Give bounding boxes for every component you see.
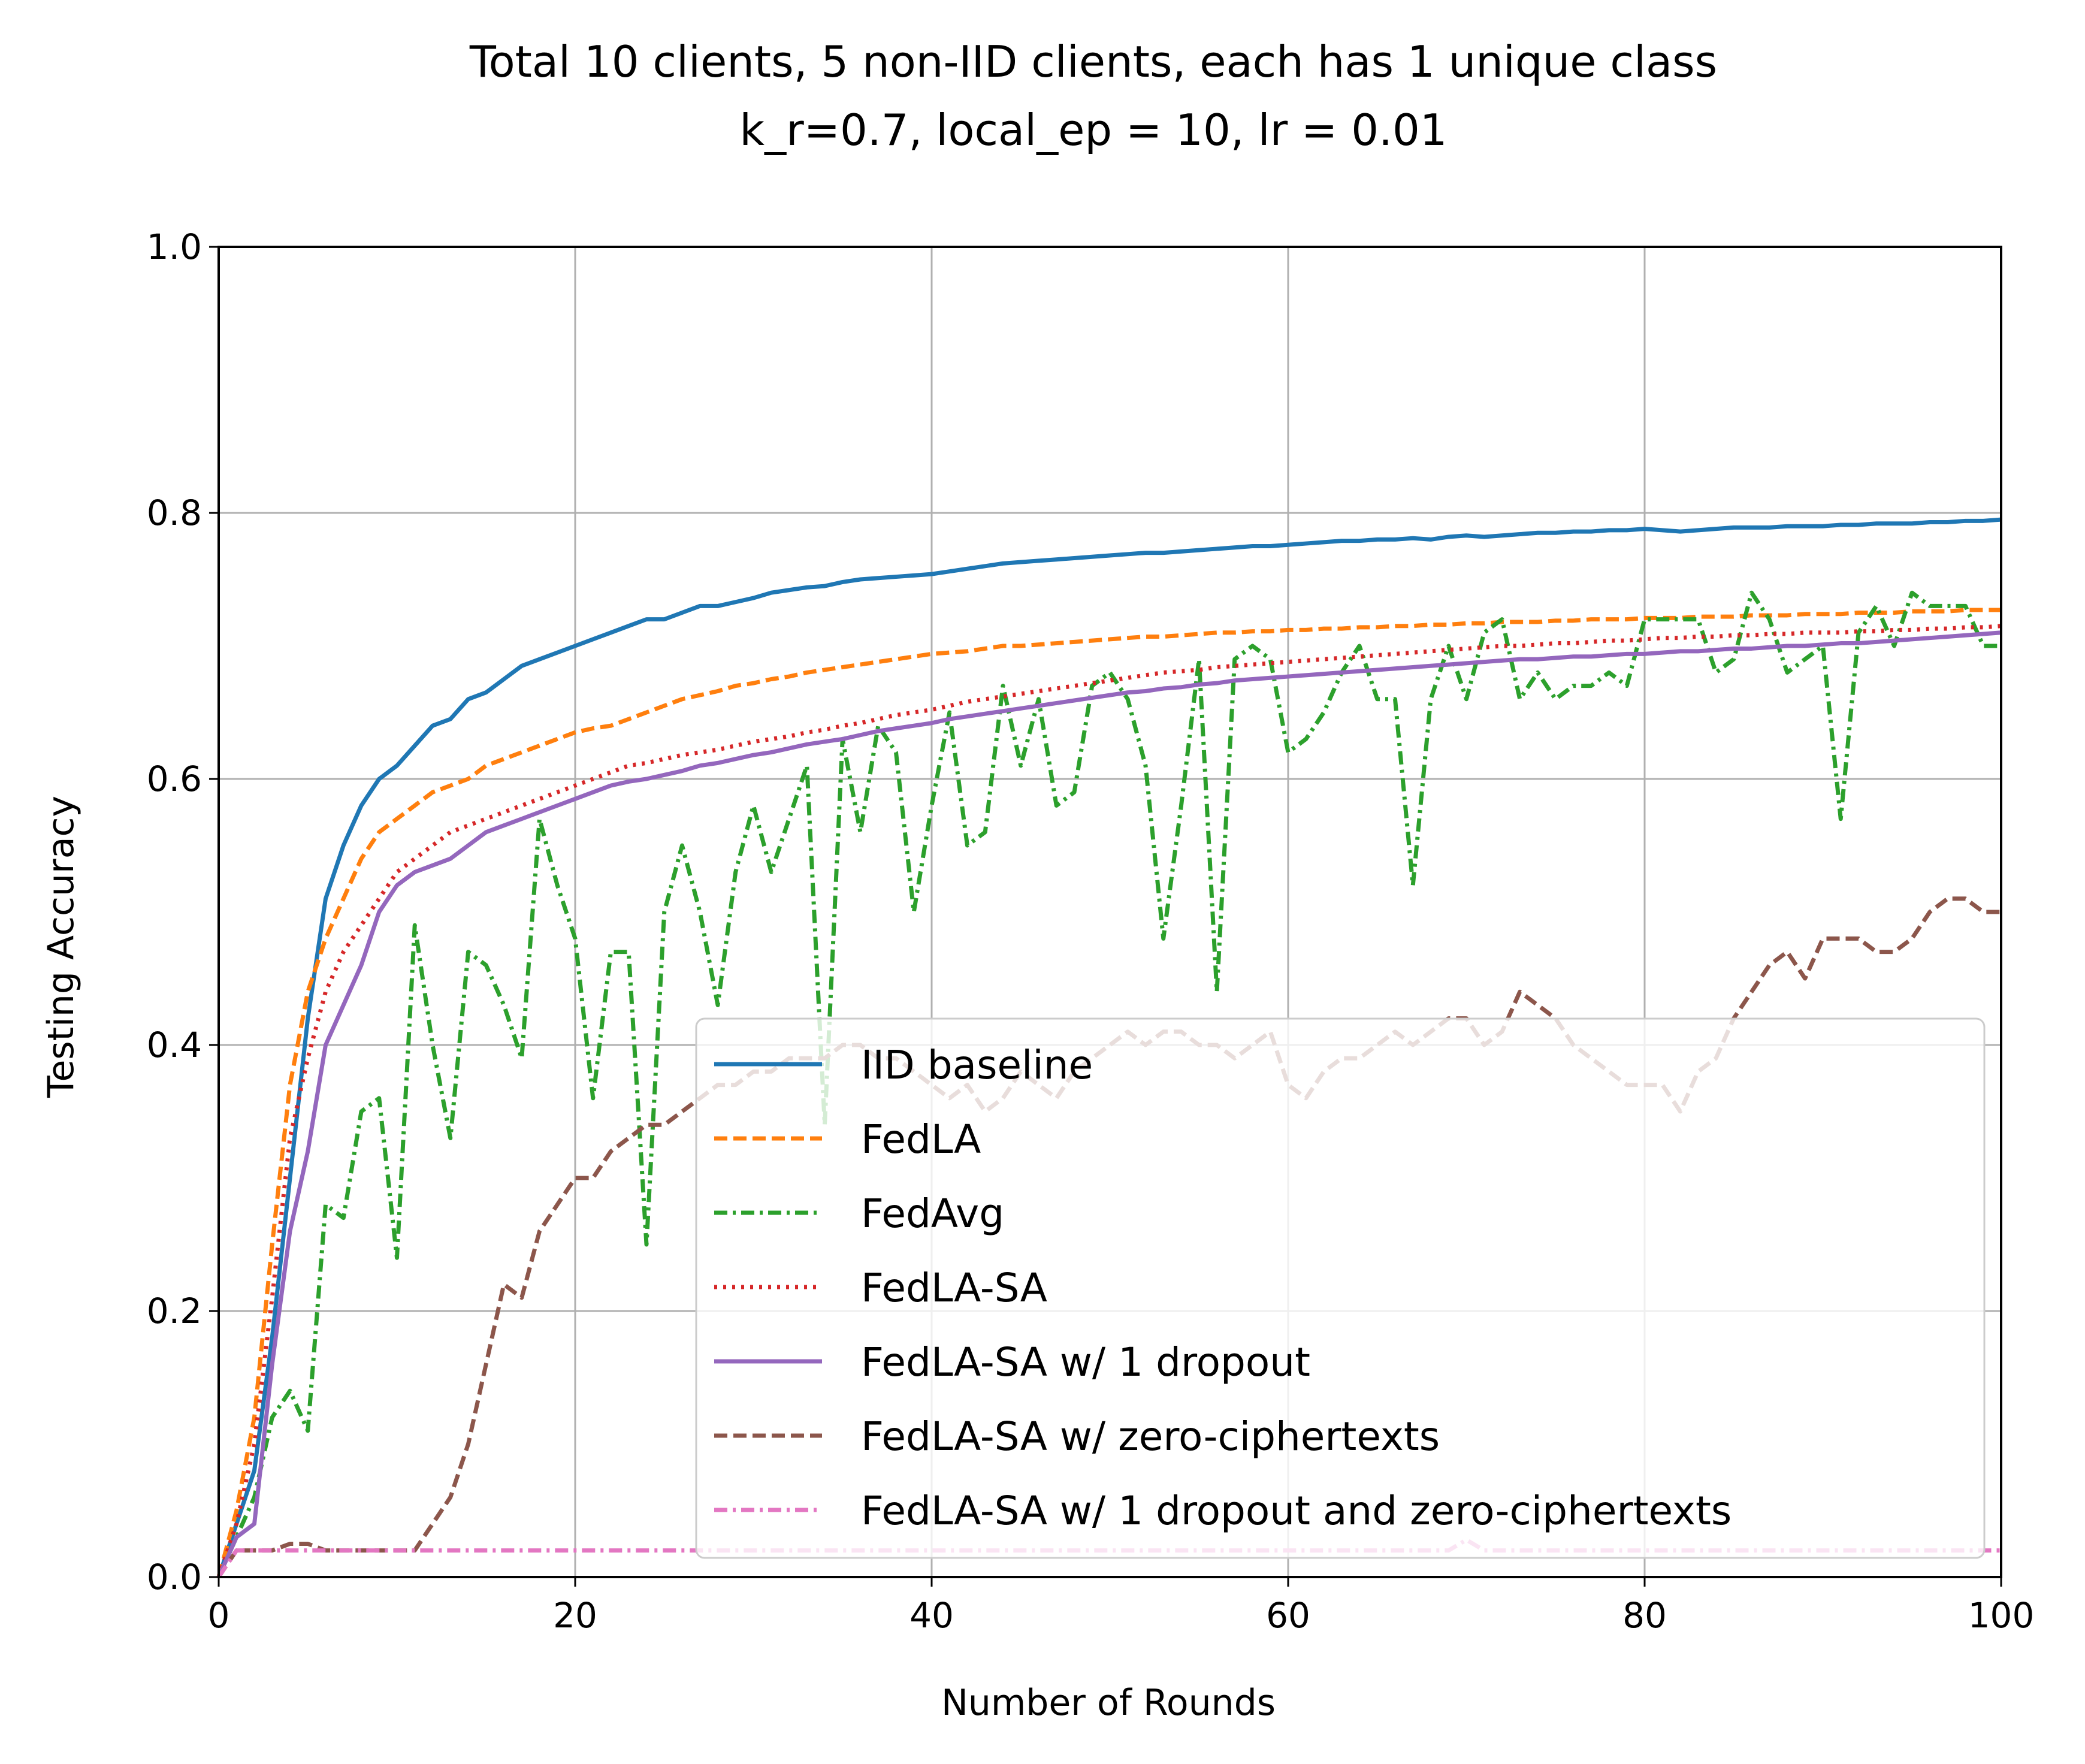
legend-entry: FedLA-SA (861, 1265, 1047, 1311)
legend-entry: FedLA-SA w/ 1 dropout and zero-ciphertex… (861, 1488, 1732, 1534)
series-lines (216, 517, 2002, 1578)
y-tick-label: 0.2 (147, 1291, 202, 1331)
legend-entry: IID baseline (861, 1042, 1093, 1088)
series-line-4 (216, 624, 2002, 1578)
legend-entry: FedLA-SA w/ zero-ciphertexts (861, 1413, 1440, 1460)
legend-box (695, 1017, 1986, 1559)
x-axis-label: Number of Rounds (941, 1682, 1276, 1724)
legend-entry: FedLA (861, 1116, 981, 1162)
x-tick-label: 40 (909, 1595, 954, 1636)
x-tick-label: 100 (1968, 1595, 2035, 1636)
y-tick-label: 0.0 (147, 1557, 202, 1597)
y-tick-label: 1.0 (147, 226, 202, 267)
x-tick-label: 80 (1622, 1595, 1667, 1636)
axis-ticks: 0 20 40 60 80 100 0.0 0.2 0.4 0.6 0.8 1.0 (147, 226, 2035, 1636)
y-tick-label: 0.8 (147, 493, 202, 533)
y-tick-label: 0.4 (147, 1025, 202, 1065)
x-tick-label: 0 (208, 1595, 230, 1636)
y-tick-label: 0.6 (147, 759, 202, 799)
chart-title: Total 10 clients, 5 non-IID clients, eac… (469, 37, 1717, 87)
legend: IID baseline FedLA FedAvg FedLA-SA FedLA-SA … (695, 1017, 1986, 1559)
y-axis-label: Testing Accuracy (40, 796, 82, 1098)
series-line-1 (216, 517, 2002, 1578)
series-line-2 (216, 608, 2001, 1578)
plot-frame (217, 246, 2002, 1578)
legend-entry: FedAvg (861, 1191, 1004, 1237)
legend-entry: FedLA-SA w/ 1 dropout (861, 1339, 1310, 1385)
series-line-5 (216, 630, 2002, 1578)
x-tick-label: 20 (553, 1595, 597, 1636)
x-tick-label: 60 (1266, 1595, 1310, 1636)
chart-subtitle: k_r=0.7, local_ep = 10, lr = 0.01 (739, 105, 1447, 155)
